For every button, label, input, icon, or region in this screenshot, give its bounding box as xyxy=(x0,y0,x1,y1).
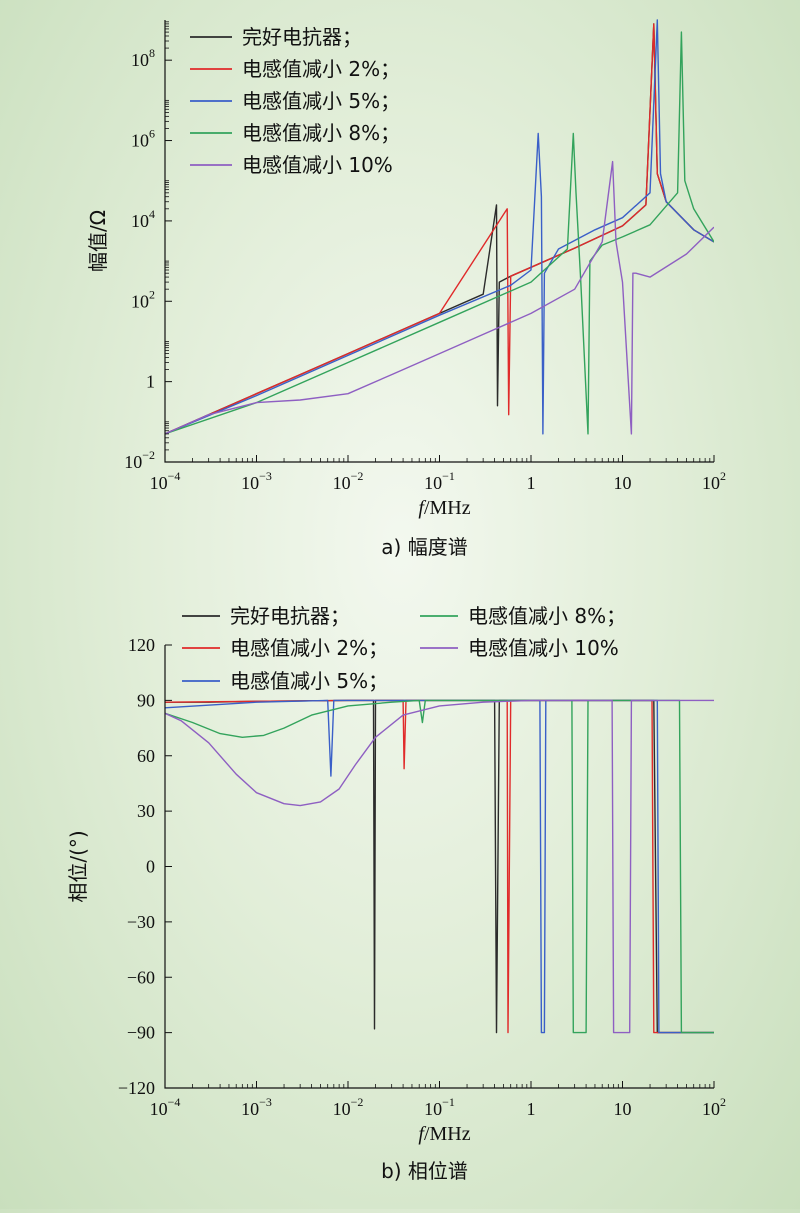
y-tick-label: −120 xyxy=(118,1078,155,1098)
y-tick-label: 60 xyxy=(137,746,155,766)
legend-entry: 电感值减小 2%； xyxy=(242,57,400,81)
chart-caption: a) 幅度谱 xyxy=(381,535,467,559)
x-axis-label: f/MHz xyxy=(418,1123,470,1145)
legend-entry: 完好电抗器； xyxy=(242,25,362,49)
legend-entry: 完好电抗器； xyxy=(230,604,350,628)
x-tick-label: 10−1 xyxy=(424,1095,455,1119)
y-tick-label: 90 xyxy=(137,690,155,710)
chart-phase: 10−4 10−3 10−2 10−1 1 10 102 120 90 60 30 0 −30 −60 −9… xyxy=(66,604,726,1183)
x-tick-label: 10−3 xyxy=(241,1095,272,1119)
legend-entry: 电感值减小 8%； xyxy=(468,604,626,628)
y-tick-label: 1 xyxy=(146,372,155,392)
x-tick-label: 10−2 xyxy=(333,469,364,493)
series-line-4 xyxy=(165,31,714,435)
legend: 完好电抗器； 电感值减小 2%； 电感值减小 5%； 电感值减小 8%； 电感值减小 1… xyxy=(182,604,626,693)
legend-entry: 电感值减小 5%； xyxy=(230,669,388,693)
x-tick-label: 10−2 xyxy=(333,1095,364,1119)
legend-entry: 电感值减小 10% xyxy=(468,636,619,660)
y-tick-label: 120 xyxy=(128,635,155,655)
legend-entry: 电感值减小 10% xyxy=(242,153,393,177)
chart-caption: b) 相位谱 xyxy=(381,1159,468,1183)
y-tick-label: −60 xyxy=(127,967,155,987)
y-tick-label: 108 xyxy=(131,46,155,70)
x-tick-label: 10−4 xyxy=(150,1095,181,1119)
x-axis-label: f/MHz xyxy=(418,497,470,519)
series-line-5 xyxy=(165,160,714,435)
y-tick-label: 102 xyxy=(131,287,155,311)
x-tick-label: 10 xyxy=(614,473,632,493)
legend: 完好电抗器； 电感值减小 2%； 电感值减小 5%； 电感值减小 8%； 电感值减小 1… xyxy=(190,25,400,177)
legend-entry: 电感值减小 2%； xyxy=(230,636,388,660)
y-axis-label: 幅值/Ω xyxy=(86,210,110,272)
series-line-5 xyxy=(165,699,714,1034)
y-tick-label: 106 xyxy=(131,127,155,151)
series-line-3 xyxy=(165,19,714,435)
chart-magnitude: 10−4 10−3 10−2 10−1 1 10 102 10−2 1 102 104 106 108 f… xyxy=(86,19,726,559)
x-tick-label: 10−4 xyxy=(150,469,181,493)
x-tick-label: 1 xyxy=(527,1099,536,1119)
x-tick-label: 10−1 xyxy=(424,469,455,493)
y-tick-label: −90 xyxy=(127,1023,155,1043)
x-tick-label: 102 xyxy=(702,1095,726,1119)
y-axis-label: 相位/(°) xyxy=(66,830,90,902)
y-tick-label: −30 xyxy=(127,912,155,932)
y-tick-label: 10−2 xyxy=(124,448,155,472)
y-tick-label: 104 xyxy=(131,207,155,231)
legend-entry: 电感值减小 5%； xyxy=(242,89,400,113)
x-tick-label: 1 xyxy=(527,473,536,493)
y-tick-label: 0 xyxy=(146,857,155,877)
legend-entry: 电感值减小 8%； xyxy=(242,121,400,145)
x-tick-label: 102 xyxy=(702,469,726,493)
y-tick-label: 30 xyxy=(137,801,155,821)
x-tick-label: 10 xyxy=(614,1099,632,1119)
x-tick-label: 10−3 xyxy=(241,469,272,493)
